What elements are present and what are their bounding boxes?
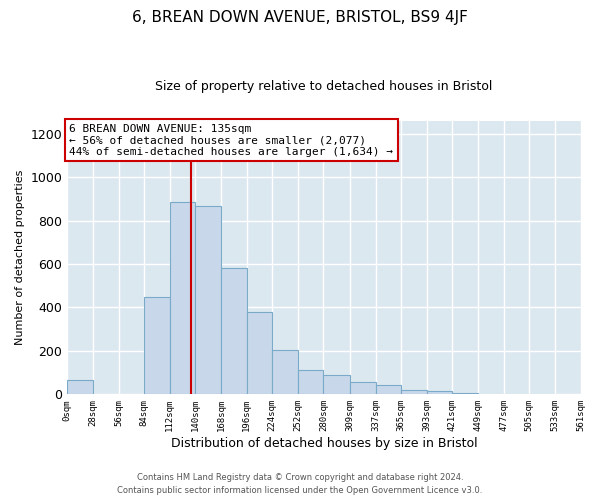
Bar bbox=[376, 385, 401, 394]
Bar bbox=[247, 312, 272, 394]
Bar bbox=[452, 393, 478, 394]
Bar bbox=[170, 202, 196, 394]
Text: Contains HM Land Registry data © Crown copyright and database right 2024.
Contai: Contains HM Land Registry data © Crown c… bbox=[118, 474, 482, 495]
Bar bbox=[298, 370, 323, 394]
Bar bbox=[67, 380, 93, 394]
Bar bbox=[401, 390, 427, 394]
Bar bbox=[144, 297, 170, 394]
Bar bbox=[221, 268, 247, 394]
Y-axis label: Number of detached properties: Number of detached properties bbox=[15, 170, 25, 345]
Bar bbox=[350, 382, 376, 394]
Text: 6 BREAN DOWN AVENUE: 135sqm
← 56% of detached houses are smaller (2,077)
44% of : 6 BREAN DOWN AVENUE: 135sqm ← 56% of det… bbox=[69, 124, 393, 157]
X-axis label: Distribution of detached houses by size in Bristol: Distribution of detached houses by size … bbox=[170, 437, 477, 450]
Title: Size of property relative to detached houses in Bristol: Size of property relative to detached ho… bbox=[155, 80, 493, 93]
Bar bbox=[323, 375, 350, 394]
Bar bbox=[196, 206, 221, 394]
Bar bbox=[272, 350, 298, 395]
Text: 6, BREAN DOWN AVENUE, BRISTOL, BS9 4JF: 6, BREAN DOWN AVENUE, BRISTOL, BS9 4JF bbox=[132, 10, 468, 25]
Bar bbox=[427, 391, 452, 394]
